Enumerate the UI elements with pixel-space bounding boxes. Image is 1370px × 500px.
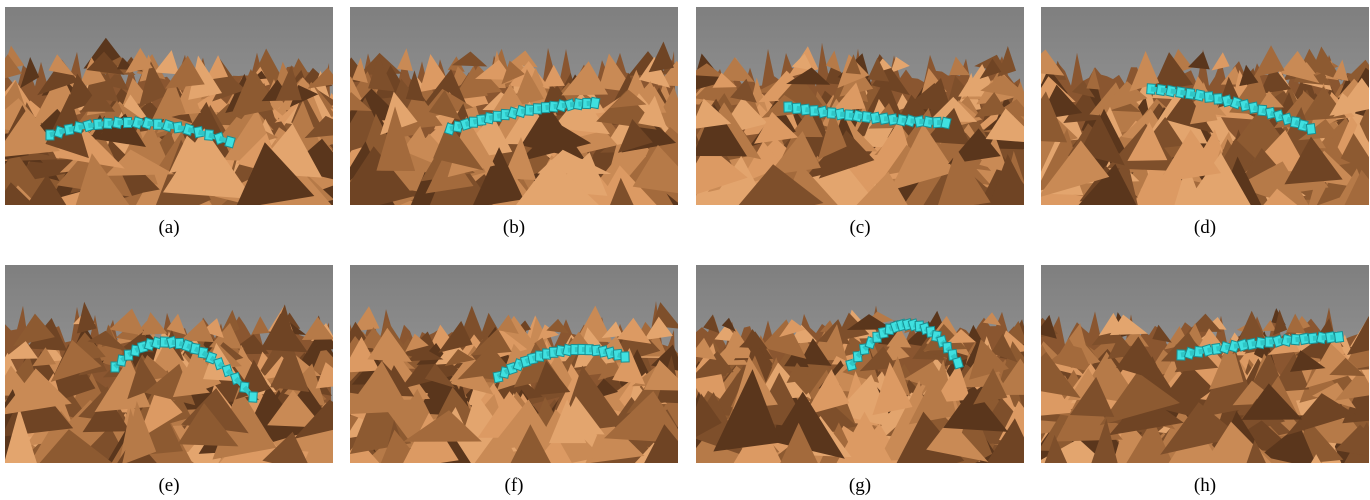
render	[0, 7, 378, 251]
render	[300, 265, 725, 500]
snake-module	[249, 392, 258, 402]
caption: (h)	[1194, 475, 1216, 496]
caption: (c)	[849, 217, 870, 238]
render	[0, 265, 367, 500]
render	[1005, 265, 1370, 500]
caption: (a)	[158, 217, 179, 238]
caption: (b)	[503, 217, 525, 238]
render	[662, 265, 1066, 500]
snake-module	[621, 352, 629, 362]
panel	[1002, 7, 1370, 261]
panel	[0, 7, 378, 251]
caption: (g)	[849, 475, 871, 496]
page: (a)(b)(c)(d)(e)(f)(g)(h) (() => { const …	[0, 0, 1370, 500]
snake-module	[941, 117, 951, 129]
panel	[309, 7, 707, 249]
panel	[0, 265, 367, 500]
caption: (f)	[505, 475, 524, 496]
render	[309, 7, 707, 249]
snake-module	[1334, 332, 1343, 343]
snake-module	[1306, 124, 1315, 135]
panel	[662, 265, 1066, 500]
panel	[300, 265, 725, 500]
render	[1002, 7, 1370, 261]
panel	[1005, 265, 1370, 500]
figure: (a) (b) (c) (d) (e) (f) (g) (h)	[0, 0, 1370, 500]
caption: (e)	[158, 475, 179, 496]
caption: (d)	[1194, 217, 1216, 238]
snake-module	[590, 97, 600, 108]
